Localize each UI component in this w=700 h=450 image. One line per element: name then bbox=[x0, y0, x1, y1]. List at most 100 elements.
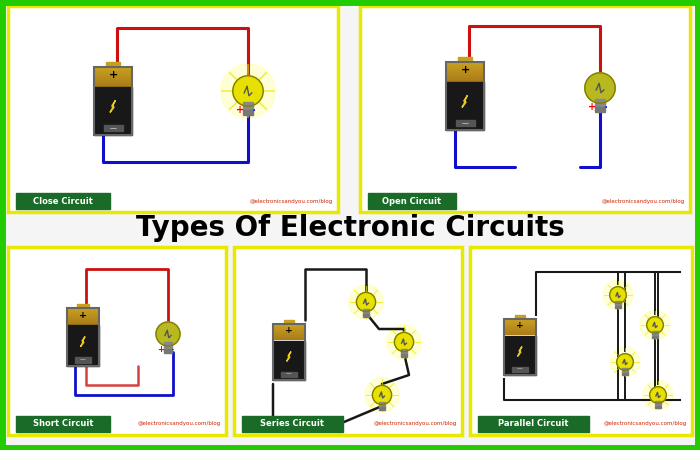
Polygon shape bbox=[80, 337, 85, 347]
Bar bbox=[274, 332, 304, 333]
Bar bbox=[652, 336, 657, 338]
Bar bbox=[505, 328, 536, 329]
Bar bbox=[505, 319, 536, 320]
Bar bbox=[458, 57, 472, 63]
Bar bbox=[94, 84, 132, 85]
Text: +: + bbox=[236, 105, 244, 115]
Bar bbox=[379, 405, 385, 407]
Bar bbox=[652, 334, 657, 335]
Bar bbox=[242, 416, 343, 432]
Text: —: — bbox=[109, 125, 116, 131]
Circle shape bbox=[610, 287, 627, 303]
Bar bbox=[94, 74, 132, 75]
Text: —: — bbox=[517, 367, 523, 372]
Bar bbox=[505, 329, 536, 330]
Bar bbox=[360, 6, 690, 212]
Bar bbox=[284, 320, 295, 325]
Polygon shape bbox=[110, 100, 116, 112]
Bar bbox=[66, 317, 99, 318]
Bar bbox=[94, 76, 132, 77]
Bar bbox=[470, 247, 692, 435]
Bar bbox=[595, 102, 605, 104]
Text: Close Circuit: Close Circuit bbox=[33, 197, 93, 206]
Bar bbox=[164, 342, 172, 344]
Text: @electronicsandyou.com/blog: @electronicsandyou.com/blog bbox=[138, 422, 221, 427]
Bar bbox=[363, 310, 369, 312]
Bar bbox=[66, 315, 99, 316]
Bar bbox=[8, 6, 338, 212]
Bar bbox=[94, 82, 132, 83]
Bar bbox=[274, 334, 304, 335]
Bar bbox=[478, 416, 589, 432]
Bar bbox=[66, 316, 99, 317]
Text: @electronicsandyou.com/blog: @electronicsandyou.com/blog bbox=[602, 198, 685, 203]
Bar bbox=[94, 83, 132, 84]
Bar bbox=[274, 328, 304, 329]
Bar bbox=[94, 77, 132, 78]
Bar bbox=[66, 311, 99, 312]
Bar bbox=[66, 322, 99, 323]
Bar bbox=[66, 309, 99, 310]
Bar bbox=[655, 404, 661, 405]
Text: Series Circuit: Series Circuit bbox=[260, 419, 325, 428]
Bar bbox=[274, 324, 304, 380]
Bar bbox=[458, 57, 472, 63]
Bar bbox=[94, 67, 132, 135]
Bar bbox=[379, 402, 385, 403]
Circle shape bbox=[650, 387, 666, 403]
Bar bbox=[505, 325, 536, 326]
Bar bbox=[94, 68, 132, 69]
Bar bbox=[622, 368, 628, 369]
Bar bbox=[16, 416, 110, 432]
Circle shape bbox=[643, 380, 673, 410]
Bar bbox=[505, 331, 536, 332]
Bar bbox=[615, 306, 621, 308]
Bar bbox=[66, 314, 99, 315]
Bar bbox=[446, 72, 484, 73]
Bar bbox=[368, 193, 456, 209]
Circle shape bbox=[640, 310, 670, 340]
Bar bbox=[94, 87, 132, 135]
Bar bbox=[446, 78, 484, 79]
Bar bbox=[94, 73, 132, 74]
Text: +: + bbox=[79, 310, 87, 320]
Bar bbox=[94, 67, 132, 68]
Bar bbox=[94, 85, 132, 86]
Bar bbox=[458, 57, 472, 63]
Bar bbox=[514, 315, 526, 320]
Bar bbox=[456, 120, 475, 126]
Bar bbox=[622, 373, 628, 375]
Bar bbox=[446, 82, 484, 130]
Bar bbox=[66, 319, 99, 320]
Bar bbox=[401, 354, 407, 357]
Circle shape bbox=[233, 76, 263, 106]
Bar bbox=[655, 401, 661, 402]
Bar bbox=[622, 371, 628, 372]
Bar bbox=[446, 73, 484, 74]
Bar bbox=[363, 309, 369, 310]
Bar bbox=[274, 337, 304, 338]
Bar bbox=[66, 308, 99, 309]
Text: @electronicsandyou.com/blog: @electronicsandyou.com/blog bbox=[250, 198, 333, 203]
Bar bbox=[615, 304, 621, 305]
Bar bbox=[106, 62, 120, 68]
Bar bbox=[363, 312, 369, 314]
Bar bbox=[94, 69, 132, 70]
Bar bbox=[505, 324, 536, 325]
Bar bbox=[66, 318, 99, 320]
Bar bbox=[446, 67, 484, 68]
Bar bbox=[94, 81, 132, 82]
Bar bbox=[94, 72, 132, 73]
Bar bbox=[505, 334, 536, 335]
Bar bbox=[66, 323, 99, 324]
Bar bbox=[514, 315, 526, 320]
Bar bbox=[401, 352, 407, 354]
Text: @electronicsandyou.com/blog: @electronicsandyou.com/blog bbox=[603, 422, 687, 427]
Bar bbox=[446, 69, 484, 70]
Bar bbox=[446, 81, 484, 82]
Bar bbox=[66, 312, 99, 313]
Bar bbox=[274, 327, 304, 328]
Bar bbox=[505, 336, 536, 375]
Bar bbox=[505, 320, 536, 321]
Bar bbox=[66, 310, 99, 311]
